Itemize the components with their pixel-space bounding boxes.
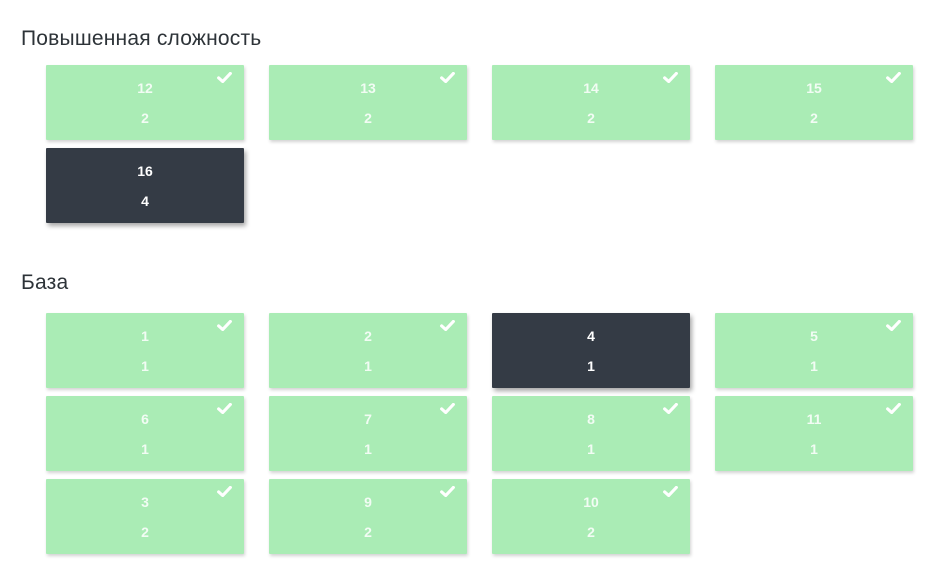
card-value: 1 bbox=[810, 441, 818, 457]
check-icon bbox=[440, 72, 455, 83]
check-icon bbox=[886, 320, 901, 331]
card-value: 2 bbox=[587, 110, 595, 126]
check-icon bbox=[440, 486, 455, 497]
card-value: 1 bbox=[141, 358, 149, 374]
check-icon bbox=[663, 403, 678, 414]
check-icon bbox=[217, 72, 232, 83]
card-number: 5 bbox=[810, 328, 818, 344]
section-title: База bbox=[21, 271, 69, 294]
card-value: 2 bbox=[141, 110, 149, 126]
check-icon bbox=[440, 320, 455, 331]
task-card-8[interactable]: 8 1 bbox=[492, 396, 690, 471]
task-card-10[interactable]: 10 2 bbox=[492, 479, 690, 554]
difficulty-section: База 1 1 2 1 4 1 5 1 bbox=[21, 270, 941, 554]
task-card-13[interactable]: 13 2 bbox=[269, 65, 467, 140]
card-number: 10 bbox=[583, 494, 599, 510]
task-card-15[interactable]: 15 2 bbox=[715, 65, 913, 140]
card-number: 14 bbox=[583, 80, 599, 96]
task-card-6[interactable]: 6 1 bbox=[46, 396, 244, 471]
task-board: Повышенная сложность 12 2 13 2 14 2 15 2 bbox=[21, 26, 941, 554]
check-icon bbox=[440, 403, 455, 414]
task-card-3[interactable]: 3 2 bbox=[46, 479, 244, 554]
task-card-5[interactable]: 5 1 bbox=[715, 313, 913, 388]
check-icon bbox=[663, 486, 678, 497]
card-value: 2 bbox=[587, 524, 595, 540]
card-value: 1 bbox=[587, 441, 595, 457]
task-card-9[interactable]: 9 2 bbox=[269, 479, 467, 554]
card-number: 4 bbox=[587, 328, 595, 344]
card-number: 15 bbox=[806, 80, 822, 96]
card-number: 7 bbox=[364, 411, 372, 427]
task-card-11[interactable]: 11 1 bbox=[715, 396, 913, 471]
difficulty-section: Повышенная сложность 12 2 13 2 14 2 15 2 bbox=[21, 26, 941, 223]
card-number: 13 bbox=[360, 80, 376, 96]
card-value: 2 bbox=[364, 110, 372, 126]
card-value: 1 bbox=[364, 441, 372, 457]
task-card-14[interactable]: 14 2 bbox=[492, 65, 690, 140]
card-value: 1 bbox=[364, 358, 372, 374]
check-icon bbox=[217, 403, 232, 414]
card-number: 1 bbox=[141, 328, 149, 344]
card-number: 8 bbox=[587, 411, 595, 427]
task-card-2[interactable]: 2 1 bbox=[269, 313, 467, 388]
task-card-16[interactable]: 16 4 bbox=[46, 148, 244, 223]
card-number: 6 bbox=[141, 411, 149, 427]
card-value: 1 bbox=[141, 441, 149, 457]
card-value: 1 bbox=[810, 358, 818, 374]
task-card-1[interactable]: 1 1 bbox=[46, 313, 244, 388]
check-icon bbox=[886, 72, 901, 83]
card-value: 1 bbox=[587, 358, 595, 374]
section-title: Повышенная сложность bbox=[21, 27, 262, 50]
check-icon bbox=[663, 72, 678, 83]
card-number: 12 bbox=[137, 80, 153, 96]
card-value: 2 bbox=[141, 524, 149, 540]
check-icon bbox=[217, 486, 232, 497]
card-value: 2 bbox=[810, 110, 818, 126]
check-icon bbox=[217, 320, 232, 331]
task-card-12[interactable]: 12 2 bbox=[46, 65, 244, 140]
card-number: 16 bbox=[137, 163, 153, 179]
card-value: 2 bbox=[364, 524, 372, 540]
card-value: 4 bbox=[141, 193, 149, 209]
card-number: 11 bbox=[806, 411, 822, 427]
card-number: 2 bbox=[364, 328, 372, 344]
card-number: 3 bbox=[141, 494, 149, 510]
cards-grid: 12 2 13 2 14 2 15 2 bbox=[46, 65, 941, 223]
cards-grid: 1 1 2 1 4 1 5 1 bbox=[46, 313, 941, 554]
card-number: 9 bbox=[364, 494, 372, 510]
task-card-7[interactable]: 7 1 bbox=[269, 396, 467, 471]
task-card-4[interactable]: 4 1 bbox=[492, 313, 690, 388]
check-icon bbox=[886, 403, 901, 414]
